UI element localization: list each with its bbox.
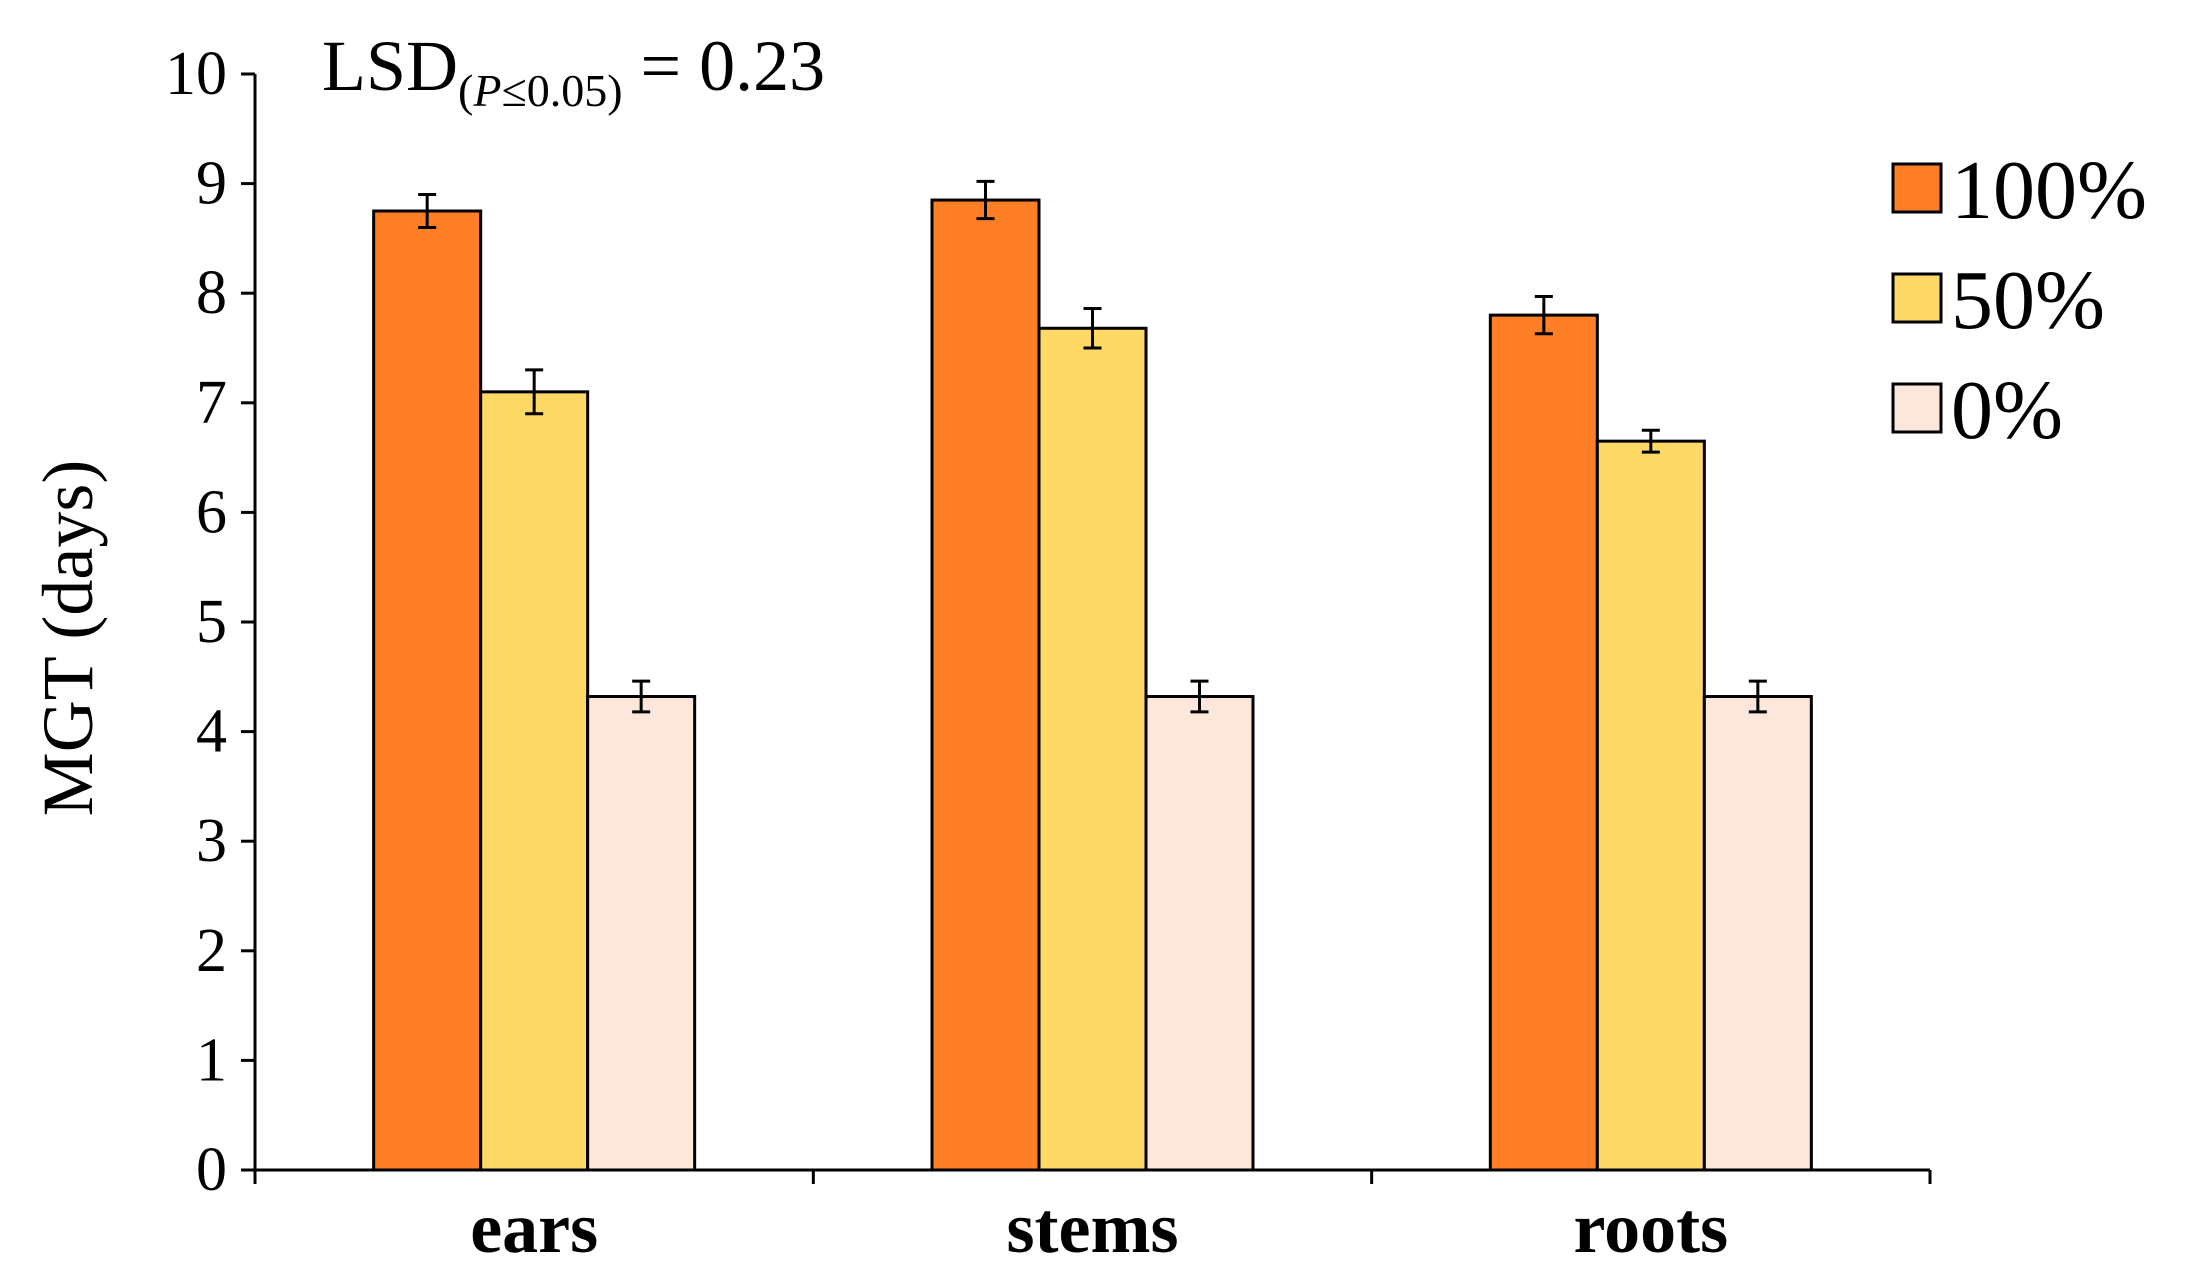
lsd-subscript-var: P	[472, 65, 501, 116]
error-bar-ears-100pct	[418, 193, 437, 229]
error-bar-stems-100pct	[976, 179, 995, 221]
error-bar-roots-0pct	[1748, 679, 1767, 714]
lsd-subscript-open: (	[458, 65, 473, 116]
y-tick-label: 9	[196, 150, 227, 218]
legend-swatch-100pct	[1891, 162, 1943, 214]
bar-ears-100pct	[372, 209, 483, 1172]
y-tick-label: 6	[196, 478, 227, 546]
bar-stems-50pct	[1037, 326, 1148, 1172]
bar-stems-0pct	[1144, 695, 1255, 1172]
legend-label: 100%	[1951, 144, 2147, 237]
bar-ears-0pct	[586, 695, 697, 1172]
y-tick-label: 4	[196, 698, 227, 766]
lsd-subscript-rest: ≤0.05)	[501, 65, 622, 116]
x-category-label: ears	[470, 1188, 598, 1268]
error-bar-ears-50pct	[525, 368, 544, 416]
y-tick-label: 8	[196, 259, 227, 327]
y-tick-label: 10	[165, 40, 227, 108]
bar-stems-100pct	[930, 198, 1041, 1172]
legend-label: 50%	[1951, 254, 2105, 347]
y-axis-title: MGT (days)	[28, 460, 108, 817]
y-tick-label: 0	[196, 1136, 227, 1204]
error-bar-stems-0pct	[1190, 679, 1209, 714]
legend-label: 0%	[1951, 364, 2063, 457]
legend-swatch-50pct	[1891, 272, 1943, 324]
y-tick-label: 3	[196, 807, 227, 875]
error-bar-stems-50pct	[1083, 307, 1102, 350]
bar-roots-50pct	[1595, 439, 1706, 1172]
axes-group: 0 1 2 3 4 5 6 7 8 9 10 ears stems roots	[165, 40, 1932, 1268]
legend-swatch-0pct	[1891, 382, 1943, 434]
x-category-label: stems	[1007, 1188, 1179, 1268]
legend: 100% 50% 0%	[1891, 144, 2147, 457]
y-tick-label: 7	[196, 369, 227, 437]
error-bar-ears-0pct	[632, 679, 651, 714]
y-tick-label: 1	[196, 1026, 227, 1094]
bars-group	[372, 179, 1813, 1172]
lsd-annotation: LSD(P≤0.05) = 0.23	[322, 26, 825, 116]
lsd-prefix: LSD	[322, 26, 458, 106]
bar-ears-50pct	[479, 390, 590, 1172]
bar-roots-0pct	[1702, 695, 1813, 1172]
y-tick-label: 2	[196, 917, 227, 985]
error-bar-roots-100pct	[1534, 294, 1553, 336]
y-tick-label: 5	[196, 588, 227, 656]
error-bar-roots-50pct	[1641, 428, 1660, 454]
bar-roots-100pct	[1488, 313, 1599, 1172]
x-category-label: roots	[1574, 1188, 1729, 1268]
lsd-suffix: = 0.23	[623, 26, 826, 106]
